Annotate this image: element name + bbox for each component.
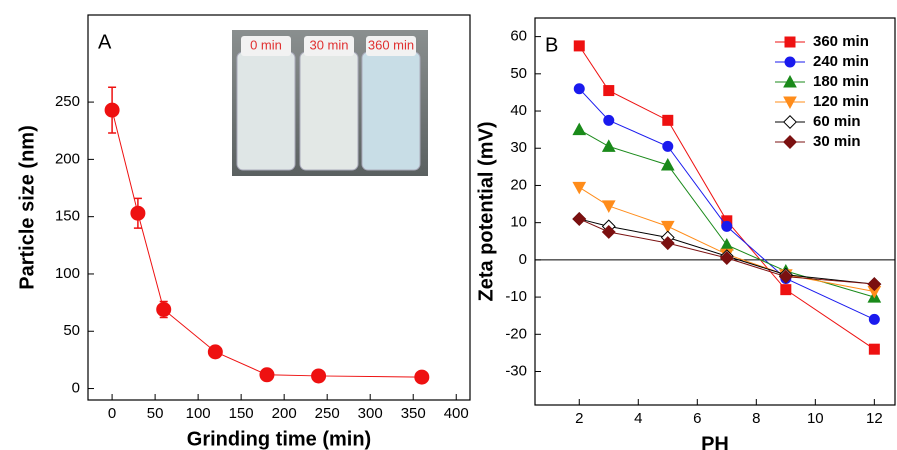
- marker: [784, 56, 796, 68]
- marker: [783, 74, 797, 88]
- legend-label: 30 min: [813, 133, 861, 150]
- y-tick-label: -30: [505, 362, 527, 379]
- marker: [783, 96, 797, 110]
- panel-label: A: [98, 31, 112, 53]
- marker: [259, 367, 275, 383]
- x-tick-label: 300: [358, 405, 383, 422]
- marker: [660, 157, 675, 171]
- marker: [414, 369, 430, 385]
- y-axis-title: Zeta potential (mV): [475, 121, 497, 301]
- marker: [867, 277, 882, 292]
- marker: [601, 225, 616, 239]
- vial: [361, 51, 421, 171]
- marker: [719, 251, 734, 265]
- marker: [662, 140, 674, 152]
- x-tick-label: 100: [186, 405, 211, 422]
- marker: [603, 85, 615, 97]
- y-tick-label: 50: [510, 65, 527, 82]
- x-axis-title: PH: [701, 433, 729, 450]
- series-line: [578, 88, 875, 320]
- marker: [660, 236, 675, 251]
- x-tick-label: 50: [147, 405, 164, 422]
- x-tick-label: 200: [272, 405, 297, 422]
- marker: [601, 139, 616, 152]
- marker: [784, 36, 796, 48]
- marker: [780, 284, 792, 296]
- y-tick-label: 200: [55, 150, 80, 167]
- x-tick-label: 150: [229, 405, 254, 422]
- x-axis-title: Grinding time (min): [187, 428, 371, 450]
- vial-cap: [366, 36, 416, 56]
- y-tick-label: 30: [510, 139, 527, 156]
- marker: [601, 200, 616, 213]
- marker: [721, 220, 733, 232]
- x-tick-label: 400: [444, 405, 469, 422]
- x-tick-label: 10: [807, 410, 824, 427]
- x-tick-label: 2: [575, 410, 583, 427]
- inset-label: 0 min: [250, 37, 282, 52]
- marker: [778, 269, 793, 284]
- x-tick-label: 250: [315, 405, 340, 422]
- y-tick-label: 100: [55, 265, 80, 282]
- x-tick-label: 8: [752, 410, 760, 427]
- x-tick-label: 0: [108, 405, 116, 422]
- vial: [299, 51, 359, 171]
- y-tick-label: 150: [55, 208, 80, 225]
- marker: [783, 115, 797, 129]
- y-axis-title: Particle size (nm): [16, 125, 38, 290]
- inset-photo: 0 min 30 min 360 min: [232, 30, 428, 176]
- legend-label: 60 min: [813, 113, 861, 130]
- x-tick-label: 6: [693, 410, 701, 427]
- marker: [156, 301, 172, 317]
- marker: [572, 122, 587, 136]
- y-tick-label: 250: [55, 93, 80, 110]
- series-line: [579, 218, 875, 285]
- y-tick-label: 20: [510, 176, 527, 193]
- y-tick-label: 0: [519, 251, 527, 268]
- inset-label: 30 min: [309, 37, 348, 52]
- vial-cap: [304, 36, 354, 56]
- y-tick-label: -20: [505, 325, 527, 342]
- y-tick-label: 0: [72, 380, 80, 397]
- y-tick-label: -10: [505, 288, 527, 305]
- series-line: [579, 129, 875, 298]
- x-tick-label: 4: [634, 410, 642, 427]
- marker: [662, 114, 674, 126]
- marker: [603, 114, 615, 126]
- inset-label: 360 min: [368, 37, 414, 52]
- marker: [311, 368, 327, 384]
- marker: [572, 211, 587, 226]
- y-tick-label: 40: [510, 102, 527, 119]
- marker: [868, 313, 880, 325]
- vial-cap: [241, 36, 291, 56]
- vial: [236, 51, 296, 171]
- marker: [572, 181, 587, 195]
- legend-label: 240 min: [813, 53, 869, 70]
- series-line: [578, 45, 875, 350]
- marker: [783, 135, 797, 149]
- x-tick-label: 350: [401, 405, 426, 422]
- plot-frame: [534, 17, 896, 406]
- marker: [573, 83, 585, 95]
- y-tick-label: 10: [510, 214, 527, 231]
- y-tick-label: 50: [63, 322, 80, 339]
- plot-frame: [87, 14, 471, 401]
- marker: [660, 220, 675, 234]
- marker: [719, 237, 734, 251]
- legend-label: 360 min: [813, 33, 869, 50]
- panel-label: B: [545, 34, 558, 56]
- marker: [130, 205, 146, 221]
- y-tick-label: 60: [510, 28, 527, 45]
- marker: [207, 344, 223, 360]
- x-tick-label: 12: [866, 410, 883, 427]
- legend-label: 180 min: [813, 73, 869, 90]
- marker: [573, 40, 585, 52]
- marker: [104, 102, 120, 118]
- legend-label: 120 min: [813, 93, 869, 110]
- marker: [868, 343, 880, 355]
